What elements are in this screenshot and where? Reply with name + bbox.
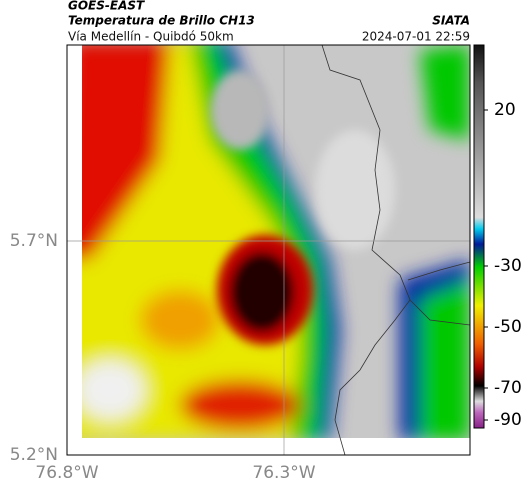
source: SIATA xyxy=(432,14,470,28)
map-frame xyxy=(66,44,471,456)
lon-label: 76.8°W xyxy=(35,463,98,483)
satellite-image xyxy=(82,45,470,438)
colorbar-tick-label: -30 xyxy=(494,256,522,276)
colorbar-tick-label: 20 xyxy=(494,100,516,120)
colorbar-tick-label: -50 xyxy=(494,317,522,337)
colorbar-tick-label: -70 xyxy=(494,378,522,398)
subtitle: Temperatura de Brillo CH13 xyxy=(68,14,255,28)
lat-label: 5.7°N xyxy=(10,231,58,251)
title: GOES-EAST xyxy=(68,0,145,13)
grid xyxy=(67,45,470,455)
borders xyxy=(321,44,471,456)
lon-label: 76.3°W xyxy=(252,463,315,483)
colorbar-tick-label: -90 xyxy=(494,410,522,430)
colorbar xyxy=(473,44,485,429)
lat-label: 5.2°N xyxy=(10,445,58,465)
location: Vía Medellín - Quibdó 50km xyxy=(68,30,234,44)
datetime: 2024-07-01 22:59 xyxy=(362,30,470,44)
